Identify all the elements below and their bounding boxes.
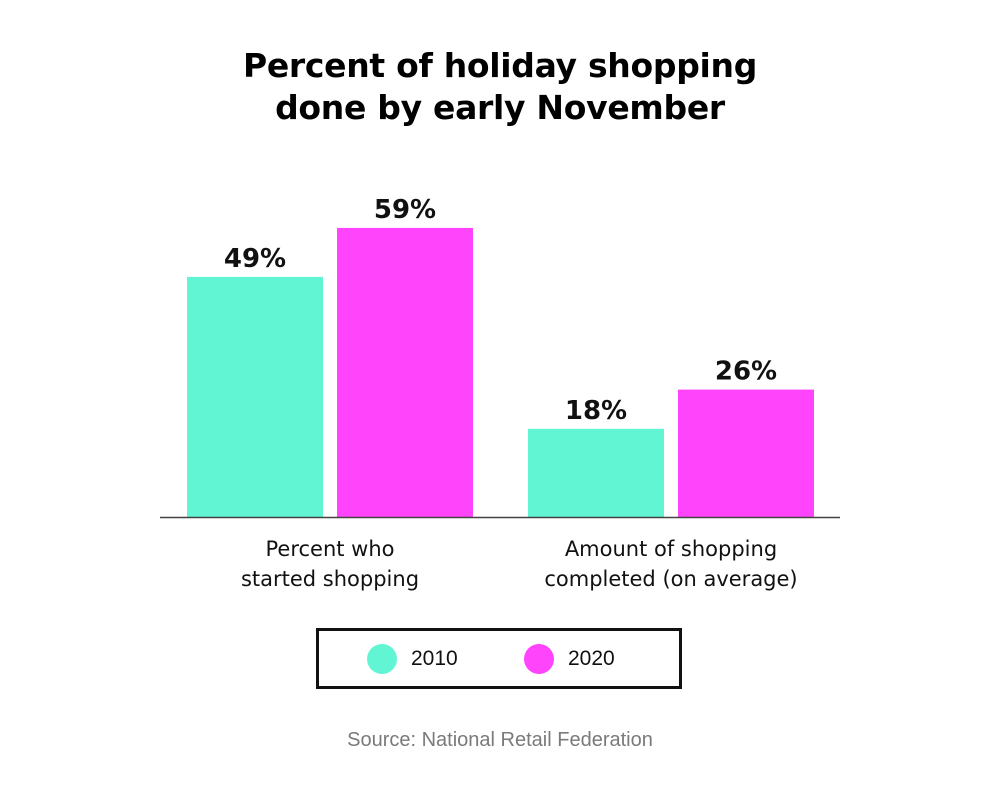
data-label-2020-0: 59% [374,195,436,225]
legend-swatch-2020 [524,644,554,674]
legend-swatch-2010 [367,644,397,674]
data-label-2010-1: 18% [565,396,627,426]
data-label-2010-0: 49% [224,244,286,274]
legend-item-2020: 2020 [524,644,615,674]
category-label-0-line-0: Percent who [265,537,394,561]
source-note: Source: National Retail Federation [347,729,653,751]
category-label-1-line-1: completed (on average) [544,567,797,591]
data-label-2020-1: 26% [715,357,777,387]
bar-2010-0 [187,276,323,517]
legend: 2010 2020 [316,628,682,689]
legend-label-2010: 2010 [411,647,458,670]
chart-title-line-1: Percent of holiday shopping [242,46,758,85]
category-label-0-line-1: started shopping [241,567,419,591]
legend-item-2010: 2010 [367,644,458,674]
category-label-1-line-0: Amount of shopping [565,537,777,561]
bar-2020-0 [337,227,473,517]
bar-2010-1 [528,428,664,517]
legend-label-2020: 2020 [568,647,615,670]
bar-2020-1 [678,389,814,517]
chart-title-line-2: done by early November [275,88,725,127]
